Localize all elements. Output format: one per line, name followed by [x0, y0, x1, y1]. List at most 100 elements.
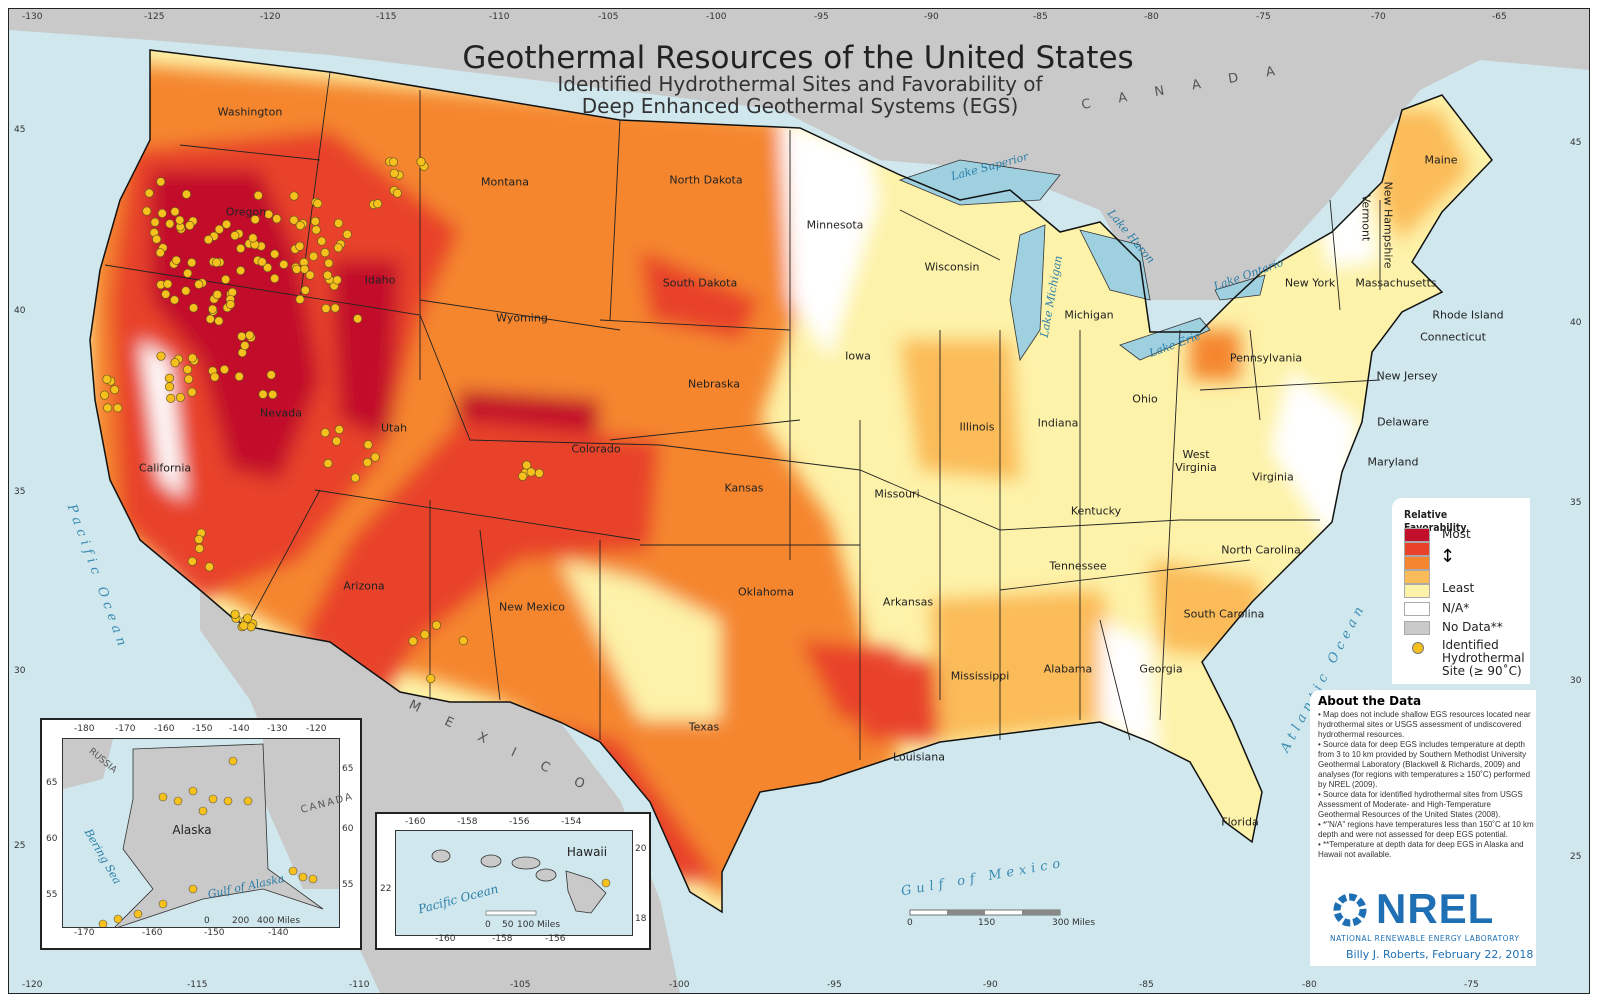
map-title: Geothermal Resources of the United State…	[462, 40, 1134, 76]
hydrothermal-site-marker	[243, 613, 253, 623]
hydrothermal-site-marker	[102, 374, 112, 384]
state-label-arkansas: Arkansas	[882, 595, 934, 609]
hydrothermal-site-marker	[163, 279, 173, 289]
graticule-top-label: -95	[814, 12, 829, 22]
swatch-low	[1404, 570, 1430, 584]
hydrothermal-site-marker	[263, 263, 273, 273]
hydrothermal-site-marker	[248, 233, 258, 243]
hydrothermal-site-marker	[408, 636, 418, 646]
state-label-iowa: Iowa	[845, 349, 871, 363]
state-label-north-carolina: North Carolina	[1221, 543, 1301, 557]
hydrothermal-site-marker	[240, 341, 250, 351]
alaska-inset: Alaska RUSSIA CANADA Bering Sea Gulf of …	[40, 718, 362, 950]
hydrothermal-site-marker	[279, 259, 289, 269]
hydrothermal-site-marker	[100, 390, 110, 400]
alaska-right-tick: 55	[342, 880, 354, 890]
hydrothermal-site-marker	[295, 220, 305, 231]
hydrothermal-site-marker	[225, 299, 236, 309]
hawaii-scale-label: 50	[502, 920, 514, 930]
state-label-south-dakota: South Dakota	[662, 276, 738, 290]
graticule-top-label: -115	[376, 12, 397, 22]
hydrothermal-site-marker	[150, 217, 160, 227]
hydrothermal-site-marker	[230, 230, 240, 241]
hydrothermal-site-marker	[305, 270, 315, 280]
hydrothermal-site-marker	[431, 620, 442, 630]
swatch-high	[1404, 542, 1430, 556]
hydrothermal-site-marker	[266, 370, 276, 380]
hydrothermal-site-marker	[324, 258, 334, 268]
hydrothermal-site-marker	[420, 630, 430, 640]
graticule-top-label: -105	[598, 12, 619, 22]
hydrothermal-site-marker	[205, 314, 215, 324]
alaska-left-tick: 55	[46, 890, 58, 900]
legend-least: Least	[1442, 581, 1475, 595]
hydrothermal-site-marker	[166, 393, 176, 403]
hawaii-right-tick: 20	[635, 844, 647, 854]
hydrothermal-site-marker	[175, 215, 185, 225]
state-label-washington: Washington	[217, 105, 283, 119]
map-frame	[8, 8, 1590, 994]
alaska-top-tick: -130	[267, 724, 288, 734]
hydrothermal-site-marker	[230, 609, 240, 619]
graticule-left-label: 25	[14, 841, 26, 851]
hawaii-bottom-tick: -158	[492, 934, 513, 944]
hydrothermal-site-marker	[157, 208, 167, 218]
legend-nodata: No Data**	[1442, 620, 1503, 634]
state-label-delaware: Delaware	[1377, 415, 1429, 429]
graticule-top-label: -120	[260, 12, 281, 22]
hydrothermal-site-marker	[300, 285, 310, 295]
hydrothermal-site-marker	[522, 460, 532, 470]
hydrothermal-site-marker	[257, 257, 267, 267]
state-label-vermont: Vermont	[1359, 194, 1373, 242]
hydrothermal-site-marker	[250, 214, 260, 225]
alaska-top-tick: -120	[306, 724, 327, 734]
hydrothermal-site-marker	[210, 372, 220, 382]
legend-site: Identified Hydrothermal Site (≥ 90˚C)	[1442, 638, 1525, 678]
state-label-pennsylvania: Pennsylvania	[1229, 351, 1303, 365]
hydrothermal-site-marker	[264, 209, 274, 219]
graticule-top-label: -100	[706, 12, 727, 22]
swatch-mid	[1404, 556, 1430, 570]
state-label-idaho: Idaho	[364, 273, 396, 287]
hawaii-left-tick: 22	[380, 884, 392, 894]
alaska-bottom-tick: -170	[74, 928, 95, 938]
alaska-top-tick: -170	[115, 724, 136, 734]
state-label-west-virginia: West Virginia	[1175, 448, 1217, 474]
graticule-top-label: -130	[22, 12, 43, 22]
hydrothermal-site-marker	[185, 220, 195, 231]
hydrothermal-site-marker	[308, 251, 319, 261]
hydrothermal-site-marker	[363, 440, 373, 450]
state-label-georgia: Georgia	[1139, 662, 1183, 676]
hydrothermal-site-marker	[333, 243, 343, 253]
hydrothermal-site-marker	[236, 243, 246, 253]
hydrothermal-site-marker	[165, 382, 175, 392]
state-label-connecticut: Connecticut	[1420, 330, 1486, 344]
hydrothermal-site-marker	[234, 371, 244, 382]
hawaii-label: Hawaii	[566, 845, 608, 859]
about-title: About the Data	[1318, 694, 1422, 708]
canada-land	[9, 9, 1589, 300]
hydrothermal-site-marker	[194, 543, 205, 554]
alaska-right-tick: 60	[342, 824, 354, 834]
alaska-scale-label: 200	[232, 916, 250, 926]
hydrothermal-site-marker	[169, 295, 180, 305]
graticule-bottom-label: -80	[1302, 980, 1317, 990]
about-item: • Source data for deep EGS includes temp…	[1318, 740, 1531, 789]
state-label-minnesota: Minnesota	[806, 218, 864, 232]
hydrothermal-site-marker	[317, 236, 327, 246]
state-label-colorado: Colorado	[571, 442, 621, 456]
state-label-wisconsin: Wisconsin	[924, 260, 980, 274]
alaska-top-tick: -160	[154, 724, 175, 734]
graticule-top-label: -75	[1256, 12, 1271, 22]
hawaii-top-tick: -158	[457, 817, 478, 827]
alaska-left-tick: 60	[46, 834, 58, 844]
state-label-utah: Utah	[380, 421, 408, 435]
legend-na: N/A*	[1442, 601, 1470, 615]
state-label-new-jersey: New Jersey	[1376, 369, 1438, 383]
hydrothermal-site-marker	[214, 316, 224, 326]
hydrothermal-site-marker	[165, 219, 175, 229]
hydrothermal-site-marker	[258, 389, 268, 399]
hydrothermal-site-marker	[289, 191, 299, 201]
hydrothermal-site-marker	[320, 248, 330, 258]
scale-label-0: 0	[907, 918, 913, 928]
